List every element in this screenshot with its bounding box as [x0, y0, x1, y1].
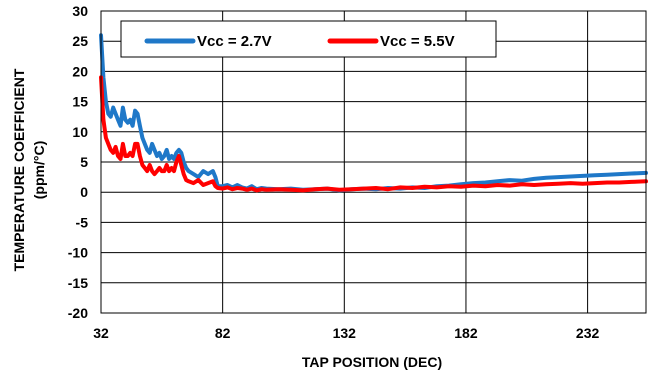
y-tick-label: -5: [76, 214, 89, 230]
y-tick-label: 5: [80, 154, 88, 170]
legend: Vcc = 2.7V Vcc = 5.5V: [120, 20, 497, 58]
y-axis-unit: (ppm/°C): [31, 141, 47, 199]
x-tick-label: 232: [576, 325, 600, 341]
y-tick-label: -15: [68, 275, 88, 291]
y-tick-label: 25: [72, 33, 88, 49]
x-tick-label: 32: [93, 325, 109, 341]
x-tick-label: 132: [333, 325, 357, 341]
x-tick-label: 182: [454, 325, 478, 341]
legend-label-vcc-2-7v: Vcc = 2.7V: [197, 33, 272, 50]
y-axis-ticks: -20 -15 -10 -5 0 5 10 15 20 25 30: [68, 3, 88, 321]
x-axis-ticks: 32 82 132 182 232: [93, 325, 599, 341]
y-tick-label: 20: [72, 63, 88, 79]
y-tick-label: -10: [68, 245, 88, 261]
y-axis-title: TEMPERATURE COEFFICIENT: [11, 68, 27, 271]
series-layer: [99, 33, 648, 193]
plot-frame: [100, 10, 647, 314]
x-tick-label: 82: [215, 325, 231, 341]
y-tick-label: 15: [72, 94, 88, 110]
legend-label-vcc-5-5v: Vcc = 5.5V: [380, 33, 455, 50]
y-tick-label: 30: [72, 3, 88, 19]
series-line-0: [99, 33, 648, 193]
y-tick-label: 0: [80, 184, 88, 200]
y-tick-label: -20: [68, 305, 88, 321]
x-axis-title: TAP POSITION (DEC): [302, 354, 442, 370]
series-line-1: [99, 75, 648, 193]
y-tick-label: 10: [72, 124, 88, 140]
